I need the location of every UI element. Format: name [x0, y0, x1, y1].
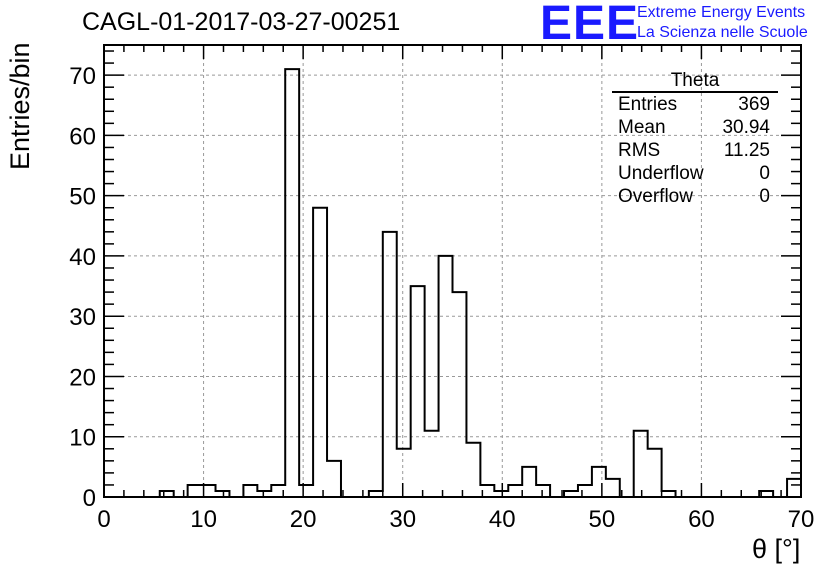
y-tick-label: 40 — [69, 244, 96, 271]
stats-row-rms: RMS 11.25 — [612, 139, 778, 162]
stats-row-mean: Mean 30.94 — [612, 116, 778, 139]
x-tick-label: 40 — [489, 506, 516, 533]
stats-row-underflow: Underflow 0 — [612, 162, 778, 185]
logo-line-2: La Scienza nelle Scuole — [637, 24, 808, 41]
stats-label: Entries — [618, 94, 678, 115]
stats-label: Underflow — [618, 163, 704, 184]
stats-label: RMS — [618, 140, 661, 161]
y-tick-label: 0 — [83, 485, 96, 512]
logo-line-1: Extreme Energy Events — [637, 4, 806, 21]
stats-value: 369 — [738, 94, 770, 115]
x-tick-label: 0 — [97, 506, 110, 533]
y-tick-label: 60 — [69, 123, 96, 150]
stats-label: Overflow — [618, 186, 693, 207]
y-axis-label: Entries/bin — [5, 42, 35, 170]
y-tick-label: 50 — [69, 184, 96, 211]
x-tick-label: 30 — [389, 506, 416, 533]
plot-frame — [103, 44, 802, 498]
stats-label: Mean — [618, 117, 666, 138]
stats-value: 30.94 — [722, 117, 770, 138]
x-tick-label: 20 — [290, 506, 317, 533]
y-tick-label: 70 — [69, 63, 96, 90]
stats-row-entries: Entries 369 — [612, 93, 778, 116]
stats-box: Theta Entries 369 Mean 30.94 RMS 11.25 U… — [612, 70, 778, 208]
tick-labels: 0 10 20 30 40 50 60 70 0 10 20 30 40 50 60 70 — [69, 63, 814, 533]
chart-title: CAGL-01-2017-03-27-00251 — [82, 8, 401, 36]
x-tick-label: 60 — [688, 506, 715, 533]
stats-row-overflow: Overflow 0 — [612, 185, 778, 208]
stats-value: 0 — [759, 163, 770, 184]
eee-logo: EEE — [540, 0, 640, 50]
y-tick-label: 10 — [69, 425, 96, 452]
x-axis-label: θ [°] — [752, 534, 801, 564]
axis-ticks — [103, 45, 802, 498]
y-tick-label: 20 — [69, 364, 96, 391]
x-tick-label: 70 — [788, 506, 815, 533]
x-tick-label: 10 — [190, 506, 217, 533]
x-tick-label: 50 — [589, 506, 616, 533]
stats-value: 0 — [759, 186, 770, 207]
stats-title: Theta — [612, 70, 778, 93]
y-tick-label: 30 — [69, 304, 96, 331]
stats-value: 11.25 — [723, 140, 770, 161]
